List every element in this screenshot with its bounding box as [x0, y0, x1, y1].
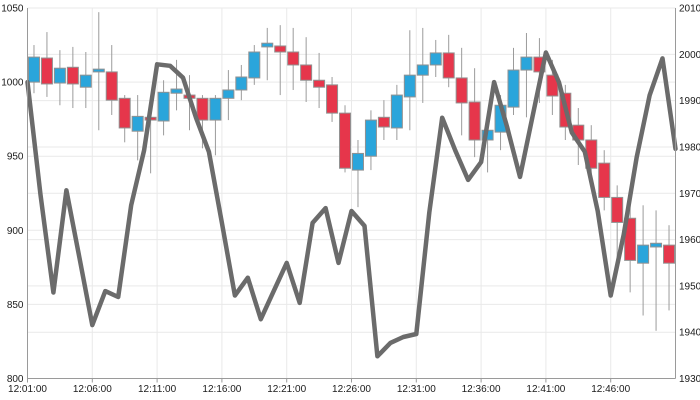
candle-body: [507, 69, 520, 108]
candle-body: [53, 67, 66, 84]
candle-body: [66, 66, 79, 85]
left-axis-tick-label: 850: [7, 300, 24, 311]
candle-body: [520, 56, 533, 71]
candle-body: [326, 84, 339, 114]
candle-body: [222, 89, 235, 99]
candle-body: [364, 119, 377, 157]
x-axis-tick-label: 12:26:00: [332, 384, 371, 395]
left-axis-tick-label: 900: [7, 226, 24, 237]
axes: [27, 8, 676, 383]
candle-body: [157, 91, 170, 122]
candle-body: [429, 52, 442, 66]
candle-body: [598, 162, 611, 198]
x-axis-tick-label: 12:16:00: [202, 384, 241, 395]
candle-body: [118, 97, 131, 129]
candle-body: [663, 244, 676, 264]
right-axis-tick-label: 1970: [679, 189, 700, 200]
candle-body: [468, 101, 481, 141]
candle-body: [339, 112, 352, 169]
right-axis-tick-label: 1940: [679, 328, 700, 339]
candle-body: [131, 115, 144, 132]
candle-body: [170, 88, 183, 94]
candle-body: [287, 51, 300, 66]
candle-body: [40, 57, 53, 85]
candle-body: [248, 51, 261, 79]
candle-body: [27, 56, 40, 83]
x-axis-tick-label: 12:21:00: [267, 384, 306, 395]
candle-body: [455, 77, 468, 104]
x-axis-tick-label: 12:11:00: [138, 384, 177, 395]
candle-body: [300, 64, 313, 81]
right-axis-tick-label: 1990: [679, 96, 700, 107]
candle-body: [390, 94, 403, 129]
line-series: [25, 50, 678, 359]
candle-body: [209, 97, 222, 121]
candle-body: [196, 97, 209, 121]
candle-body: [274, 45, 287, 53]
candle-body: [261, 42, 274, 48]
left-axis-tick-label: 1050: [1, 4, 24, 15]
right-axis-tick-label: 2000: [679, 50, 700, 61]
candle-body: [442, 52, 455, 79]
right-axis-tick-label: 1960: [679, 235, 700, 246]
right-axis-tick-label: 1980: [679, 142, 700, 153]
left-axis-tick-label: 800: [7, 374, 24, 385]
x-axis-tick-label: 12:06:00: [73, 384, 112, 395]
candle-body: [403, 74, 416, 98]
right-axis-tick-label: 2010: [679, 4, 700, 15]
candle-body: [105, 71, 118, 101]
left-axis-tick-label: 950: [7, 152, 24, 163]
x-axis-tick-label: 12:46:00: [591, 384, 630, 395]
left-axis-tick-label: 1000: [1, 78, 24, 89]
right-axis-tick-label: 1950: [679, 281, 700, 292]
candle-body: [611, 196, 624, 223]
x-axis-tick-label: 12:41:00: [526, 384, 565, 395]
candle-body: [79, 74, 92, 88]
candle-body: [235, 76, 248, 91]
x-axis-tick-label: 12:31:00: [397, 384, 436, 395]
candle-body: [313, 79, 326, 88]
axis-labels: 1050 1000 950 900 850 800 2010 2000 1990 1980 1970…: [1, 4, 700, 396]
candle-body: [650, 242, 663, 248]
right-axis-tick-label: 1930: [679, 374, 700, 385]
candle-body: [377, 116, 390, 128]
candle-body: [351, 152, 364, 171]
x-axis-tick-label: 12:01:00: [8, 384, 47, 395]
candle-body: [416, 64, 429, 76]
x-axis-tick-label: 12:36:00: [462, 384, 501, 395]
candle-body: [92, 68, 105, 73]
candle-body: [637, 244, 650, 264]
